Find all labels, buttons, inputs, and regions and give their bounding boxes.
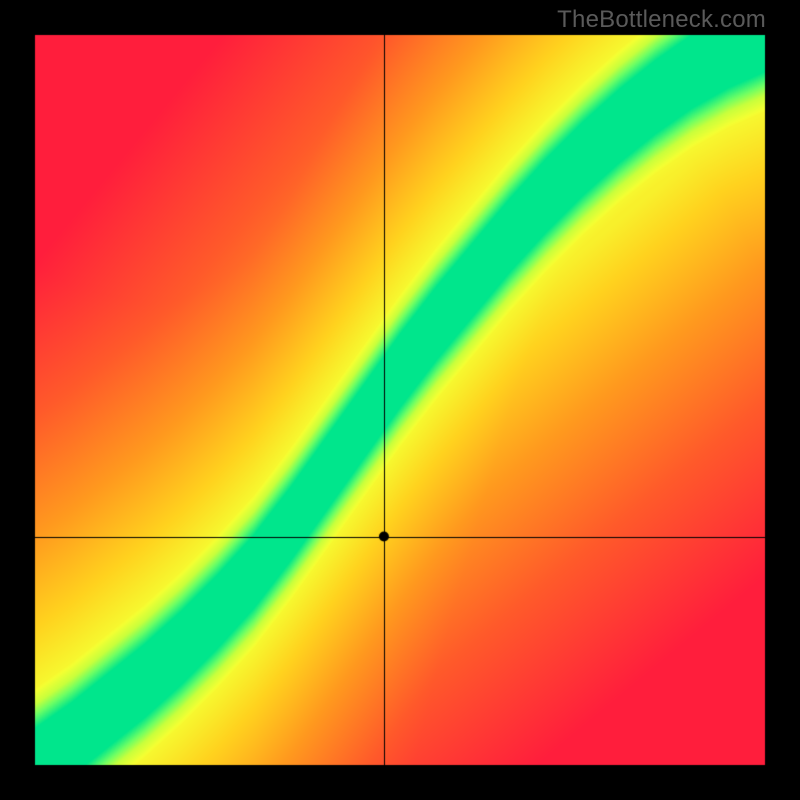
chart-container: TheBottleneck.com bbox=[0, 0, 800, 800]
watermark-text: TheBottleneck.com bbox=[557, 6, 766, 34]
bottleneck-heatmap bbox=[0, 0, 800, 800]
